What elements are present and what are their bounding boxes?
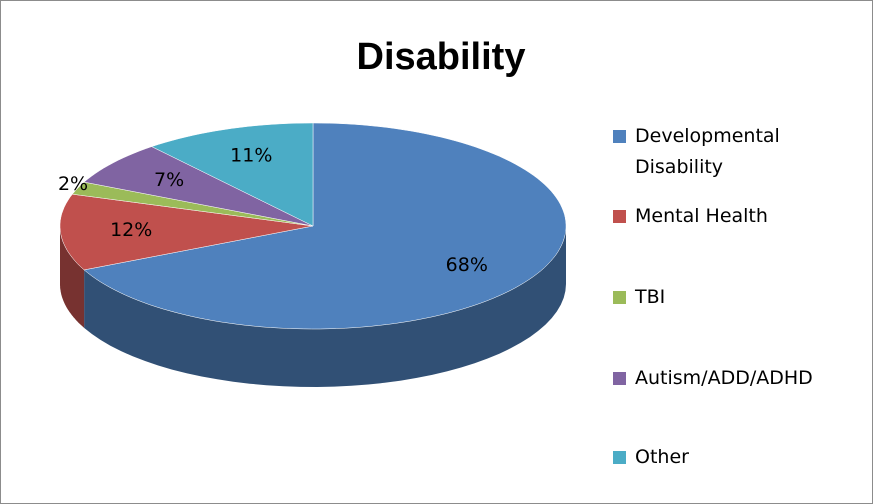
legend-label: Mental Health — [635, 205, 768, 227]
pie-sides — [60, 226, 566, 387]
legend-item: Autism/ADD/ADHD — [613, 363, 835, 394]
slice-side — [60, 226, 85, 328]
legend-swatch — [613, 372, 626, 385]
data-label: 2% — [58, 173, 88, 195]
slice — [151, 122, 314, 227]
legend-item: TBI — [613, 282, 835, 313]
legend-swatch — [613, 210, 626, 223]
chart-title: Disability — [357, 36, 526, 78]
data-label: 7% — [154, 169, 184, 191]
legend-item: Developmental Disability — [613, 121, 835, 183]
legend-swatch — [613, 130, 626, 143]
slice — [83, 146, 314, 227]
legend-label: TBI — [635, 286, 666, 308]
legend-swatch — [613, 451, 626, 464]
legend-label: Autism/ADD/ADHD — [635, 367, 813, 389]
legend-label: Other — [635, 446, 689, 468]
legend-label: Developmental Disability — [635, 125, 780, 178]
slice — [83, 122, 567, 330]
data-label: 68% — [446, 254, 488, 276]
slice — [59, 193, 314, 271]
data-label: 11% — [230, 145, 272, 167]
legend-swatch — [613, 291, 626, 304]
slice-side — [84, 226, 566, 387]
legend-item: Other — [613, 442, 835, 473]
legend-item: Mental Health — [613, 201, 835, 232]
data-label: 12% — [110, 219, 152, 241]
